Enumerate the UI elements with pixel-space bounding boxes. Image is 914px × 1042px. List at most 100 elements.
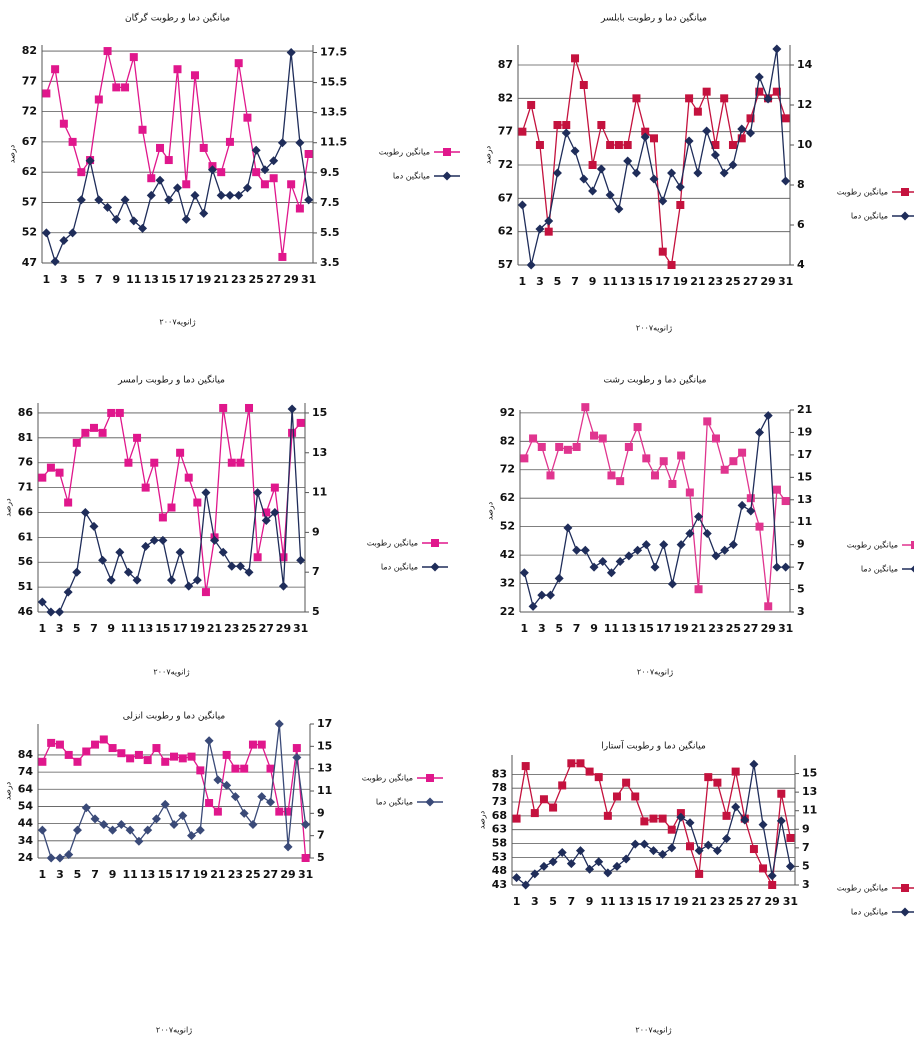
marker — [650, 562, 660, 572]
marker — [605, 190, 615, 200]
marker — [173, 183, 182, 193]
x-tick-label: 29 — [276, 622, 291, 635]
y-tick-label: 32 — [500, 577, 515, 590]
x-tick-label: 21 — [691, 895, 706, 908]
marker — [658, 814, 667, 823]
marker — [269, 156, 279, 166]
marker — [243, 113, 252, 122]
marker — [64, 750, 73, 759]
marker — [266, 797, 276, 807]
marker — [786, 833, 795, 842]
marker — [570, 146, 580, 156]
marker — [651, 471, 659, 480]
marker — [676, 540, 686, 550]
marker — [149, 535, 159, 545]
marker — [728, 540, 738, 550]
marker — [772, 562, 782, 572]
marker — [178, 811, 188, 821]
marker — [554, 573, 564, 583]
y-tick-label: 62 — [500, 491, 515, 504]
marker — [737, 134, 746, 143]
x-axis-title: ژانویه۲۰۰۷ — [636, 324, 672, 333]
marker — [603, 811, 612, 820]
x-tick-label: 21 — [210, 868, 225, 881]
marker — [558, 781, 567, 790]
marker — [521, 762, 530, 771]
marker — [234, 190, 244, 200]
marker — [631, 168, 641, 178]
marker — [668, 479, 677, 488]
marker — [658, 247, 667, 256]
marker — [527, 101, 536, 109]
marker — [746, 128, 756, 138]
marker — [746, 114, 755, 123]
marker — [631, 792, 640, 801]
x-tick-label: 13 — [621, 622, 636, 635]
x-tick-label: 25 — [241, 622, 256, 635]
marker — [115, 408, 124, 417]
y-axis-title: درصد — [8, 144, 17, 163]
marker — [112, 83, 121, 92]
x-tick-label: 5 — [73, 622, 81, 635]
y-tick-label: 68 — [492, 809, 507, 822]
marker — [181, 214, 191, 224]
x-axis-title: ژانویه۲۰۰۷ — [635, 1026, 671, 1035]
y-axis-title: درصد — [478, 810, 487, 829]
marker — [81, 803, 91, 813]
y-axis-title: درصد — [486, 501, 495, 520]
marker — [612, 861, 622, 871]
marker — [722, 811, 731, 820]
y-tick-label: 44 — [18, 817, 34, 830]
marker — [555, 442, 564, 451]
x-tick-label: 19 — [673, 895, 688, 908]
x-tick-label: 21 — [214, 273, 229, 286]
marker — [72, 825, 82, 835]
marker — [737, 124, 747, 134]
x-tick-label: 29 — [283, 273, 298, 286]
marker — [685, 528, 695, 538]
x-tick-label: 25 — [245, 868, 260, 881]
marker — [59, 235, 69, 245]
marker — [278, 252, 287, 261]
x-tick-label: 29 — [280, 868, 295, 881]
marker — [98, 428, 107, 437]
marker — [225, 190, 235, 200]
marker — [261, 515, 271, 525]
y2-tick-label: 11 — [317, 784, 332, 797]
x-tick-label: 23 — [708, 275, 723, 288]
marker — [719, 168, 729, 178]
marker — [667, 261, 676, 269]
marker — [561, 128, 571, 138]
x-tick-label: 27 — [266, 273, 281, 286]
x-tick-label: 21 — [207, 622, 222, 635]
x-tick-label: 9 — [107, 622, 115, 635]
y2-tick-label: 5 — [797, 583, 805, 596]
marker — [94, 95, 103, 104]
x-tick-label: 31 — [293, 622, 308, 635]
marker — [755, 427, 765, 437]
x-tick-label: 23 — [228, 868, 243, 881]
marker — [99, 820, 109, 829]
y-tick-label: 51 — [18, 580, 33, 593]
marker — [567, 759, 576, 768]
marker — [553, 121, 562, 129]
legend-label: میانگین رطوبت — [362, 773, 413, 783]
y-tick-label: 82 — [500, 434, 515, 447]
y-tick-label: 87 — [498, 58, 513, 71]
y2-tick-label: 9 — [802, 822, 810, 835]
marker — [630, 839, 640, 849]
marker — [116, 820, 126, 829]
legend-label: میانگین رطوبت — [379, 147, 430, 157]
marker — [277, 138, 287, 148]
marker — [126, 754, 135, 763]
marker — [123, 567, 133, 577]
legend-label: میانگین دما — [861, 564, 898, 574]
marker — [260, 165, 270, 175]
legend-label: میانگین رطوبت — [367, 538, 418, 548]
marker — [731, 802, 741, 812]
marker — [187, 831, 197, 841]
x-tick-label: 1 — [513, 895, 521, 908]
chart-panel: میانگین دما و رطوبت انزلی 24 34 44 54 64 74 84 5… — [4, 710, 443, 1035]
marker — [68, 228, 78, 238]
x-tick-label: 19 — [190, 622, 205, 635]
